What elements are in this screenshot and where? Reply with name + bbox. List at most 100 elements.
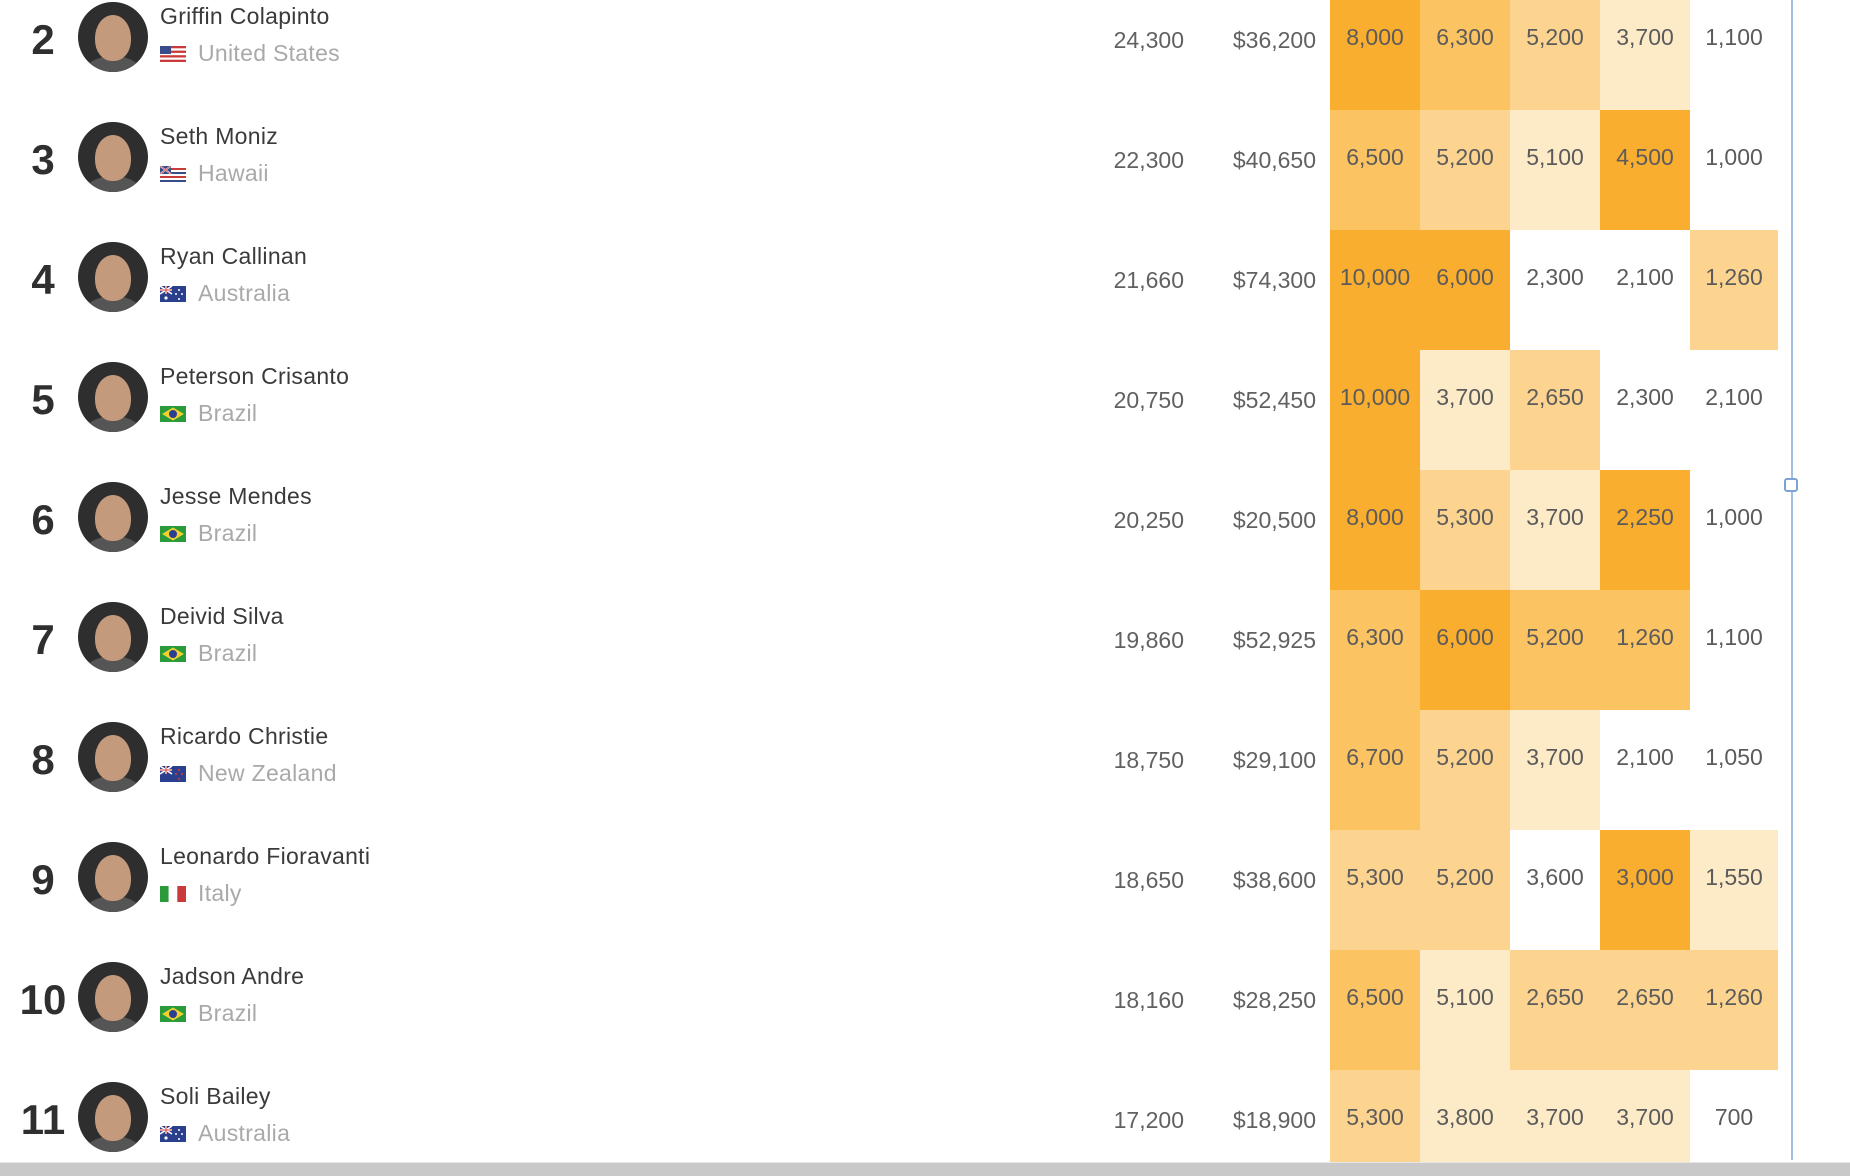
result-cell: 6,500 <box>1330 110 1420 230</box>
australia-flag-icon <box>160 286 186 302</box>
result-cell: 10,000 <box>1330 350 1420 470</box>
result-cell: 3,700 <box>1510 470 1600 590</box>
result-cell: 5,100 <box>1420 950 1510 1070</box>
athlete-country: New Zealand <box>198 760 337 786</box>
athlete-country: Hawaii <box>198 160 269 186</box>
hawaii-flag-icon <box>160 166 186 182</box>
result-cell: 1,550 <box>1690 830 1778 950</box>
table-row[interactable]: 7 Deivid Silva Brazil 19,860 $52,925 6,300 6,0… <box>0 590 1790 710</box>
athlete-country: Brazil <box>198 640 258 666</box>
athlete-name[interactable]: Leonardo Fioravanti <box>160 843 371 869</box>
prize-money: $74,300 <box>1232 266 1316 293</box>
athlete-country: Brazil <box>198 400 258 426</box>
result-cell: 5,300 <box>1330 1070 1420 1176</box>
athlete-avatar[interactable] <box>78 602 148 672</box>
prize-money: $18,900 <box>1232 1106 1316 1133</box>
new-zealand-flag-icon <box>160 766 186 782</box>
table-row[interactable]: 8 Ricardo Christie New Zealand 18,750 $29,10… <box>0 710 1790 830</box>
result-cell: 2,300 <box>1510 230 1600 350</box>
rank-number: 4 <box>31 256 55 303</box>
total-points: 20,250 <box>1113 506 1184 533</box>
athlete-avatar[interactable] <box>78 722 148 792</box>
athlete-name[interactable]: Peterson Crisanto <box>160 363 350 389</box>
prize-money: $20,500 <box>1232 506 1316 533</box>
rank-number: 11 <box>20 1096 66 1143</box>
athlete-avatar[interactable] <box>78 2 148 72</box>
athlete-name[interactable]: Ryan Callinan <box>160 243 308 269</box>
total-points: 21,660 <box>1113 266 1184 293</box>
result-cell: 2,100 <box>1600 230 1690 350</box>
table-row[interactable]: 6 Jesse Mendes Brazil 20,250 $20,500 8,000 5,3… <box>0 470 1790 590</box>
brazil-flag-icon <box>160 526 186 542</box>
table-row[interactable]: 5 Peterson Crisanto Brazil 20,750 $52,450 10,… <box>0 350 1790 470</box>
us-flag-icon <box>160 46 186 62</box>
athlete-country: Australia <box>198 280 291 306</box>
result-cell: 6,500 <box>1330 950 1420 1070</box>
result-cell: 5,100 <box>1510 110 1600 230</box>
result-cell: 5,200 <box>1420 110 1510 230</box>
result-cell: 2,300 <box>1600 350 1690 470</box>
athlete-name[interactable]: Ricardo Christie <box>160 723 329 749</box>
result-cell: 3,600 <box>1510 830 1600 950</box>
prize-money: $38,600 <box>1232 866 1316 893</box>
result-cell: 1,050 <box>1690 710 1778 830</box>
prize-money: $52,925 <box>1232 626 1316 653</box>
table-row[interactable]: 3 Seth Moniz Hawaii 22,300 $40,650 6,500 5,200… <box>0 110 1790 230</box>
table-row[interactable]: 4 Ryan Callinan Australia 21,660 $74,300 10,0… <box>0 230 1790 350</box>
result-cell: 2,650 <box>1510 350 1600 470</box>
total-points: 20,750 <box>1113 386 1184 413</box>
brazil-flag-icon <box>160 646 186 662</box>
athlete-avatar[interactable] <box>78 362 148 432</box>
athlete-name[interactable]: Soli Bailey <box>160 1083 271 1109</box>
result-cell: 1,260 <box>1690 230 1778 350</box>
athlete-avatar[interactable] <box>78 1082 148 1152</box>
athlete-avatar[interactable] <box>78 482 148 552</box>
result-cell: 3,000 <box>1600 830 1690 950</box>
result-cell: 4,500 <box>1600 110 1690 230</box>
athlete-avatar[interactable] <box>78 962 148 1032</box>
result-cell: 2,100 <box>1690 350 1778 470</box>
table-row[interactable]: 11 Soli Bailey Australia 17,200 $18,900 5,300… <box>0 1070 1790 1176</box>
result-cell: 6,000 <box>1420 230 1510 350</box>
resize-handle[interactable] <box>1784 478 1798 492</box>
result-cell: 3,700 <box>1600 1070 1690 1176</box>
rank-number: 3 <box>31 136 55 183</box>
rank-number: 7 <box>31 616 55 663</box>
total-points: 18,650 <box>1113 866 1184 893</box>
athlete-name[interactable]: Griffin Colapinto <box>160 3 330 29</box>
athlete-avatar[interactable] <box>78 122 148 192</box>
result-cell: 3,700 <box>1510 1070 1600 1176</box>
result-cell: 3,700 <box>1600 0 1690 110</box>
athlete-name[interactable]: Jadson Andre <box>160 963 305 989</box>
result-cell: 5,200 <box>1510 0 1600 110</box>
athlete-avatar[interactable] <box>78 842 148 912</box>
result-cell: 5,300 <box>1330 830 1420 950</box>
brazil-flag-icon <box>160 1006 186 1022</box>
result-cell: 2,250 <box>1600 470 1690 590</box>
column-resize-guide <box>1791 0 1793 1160</box>
table-row[interactable]: 10 Jadson Andre Brazil 18,160 $28,250 6,500 5,… <box>0 950 1790 1070</box>
result-cell: 6,700 <box>1330 710 1420 830</box>
australia-flag-icon <box>160 1126 186 1142</box>
athlete-country: United States <box>198 40 340 66</box>
prize-money: $40,650 <box>1232 146 1316 173</box>
athlete-avatar[interactable] <box>78 242 148 312</box>
athlete-name[interactable]: Jesse Mendes <box>160 483 312 509</box>
italy-flag-icon <box>160 886 186 902</box>
athlete-name[interactable]: Seth Moniz <box>160 123 279 149</box>
result-cell: 3,800 <box>1420 1070 1510 1176</box>
athlete-country: Australia <box>198 1120 291 1146</box>
table-row[interactable]: 9 Leonardo Fioravanti Italy 18,650 $38,600 5,… <box>0 830 1790 950</box>
rank-number: 5 <box>31 376 55 423</box>
brazil-flag-icon <box>160 406 186 422</box>
table-row[interactable]: 2 Griffin Colapinto United States 24,300 $36… <box>0 0 1790 110</box>
result-cell: 5,200 <box>1420 830 1510 950</box>
total-points: 18,750 <box>1113 746 1184 773</box>
result-cell: 2,650 <box>1600 950 1690 1070</box>
horizontal-scrollbar[interactable] <box>0 1162 1850 1176</box>
prize-money: $52,450 <box>1232 386 1316 413</box>
total-points: 22,300 <box>1113 146 1184 173</box>
result-cell: 8,000 <box>1330 470 1420 590</box>
athlete-name[interactable]: Deivid Silva <box>160 603 284 629</box>
